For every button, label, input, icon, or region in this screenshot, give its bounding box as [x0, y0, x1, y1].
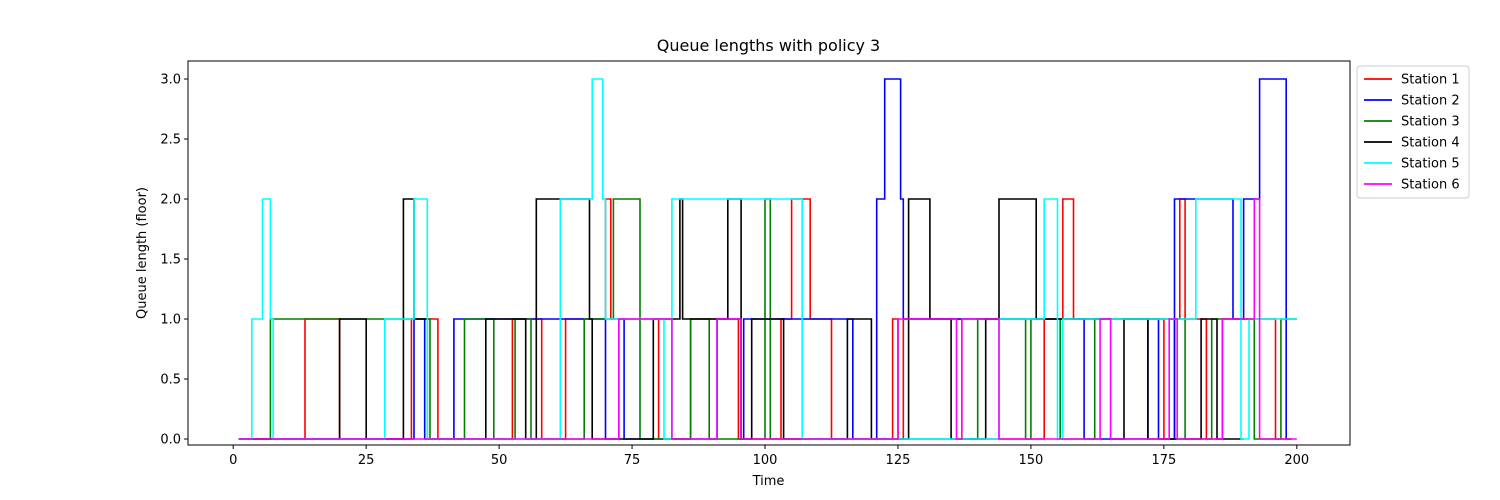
y-tick-label: 2.0: [160, 193, 181, 208]
y-tick-label: 0.0: [160, 433, 181, 448]
x-tick-label: 100: [753, 453, 778, 468]
legend-label-station-3: Station 3: [1401, 115, 1460, 130]
legend: Station 1 Station 2 Station 3 Station 4 Stat…: [1356, 65, 1470, 199]
x-tick-label: 200: [1284, 453, 1309, 468]
y-axis-title: Queue length (floor): [135, 187, 150, 319]
x-tick-label: 125: [886, 453, 911, 468]
legend-label-station-1: Station 1: [1401, 73, 1460, 88]
legend-box: [1356, 65, 1470, 199]
legend-label-station-2: Station 2: [1401, 94, 1460, 109]
x-tick-label: 50: [491, 453, 508, 468]
y-tick-label: 2.5: [160, 133, 181, 148]
y-tick-label: 0.5: [160, 373, 181, 388]
y-tick-label: 1.5: [160, 253, 181, 268]
y-tick-label: 1.0: [160, 313, 181, 328]
legend-label-station-6: Station 6: [1401, 178, 1460, 193]
x-axis-title: Time: [752, 474, 785, 489]
series-line-station-5: [238, 78, 1297, 440]
legend-label-station-4: Station 4: [1401, 136, 1460, 151]
x-tick-label: 0: [229, 453, 237, 468]
x-tick-label: 150: [1019, 453, 1044, 468]
series-line-station-3: [238, 198, 1297, 440]
legend-label-station-5: Station 5: [1401, 157, 1460, 172]
series-line-station-6: [238, 198, 1297, 440]
y-tick-label: 3.0: [160, 73, 181, 88]
chart-title: Queue lengths with policy 3: [657, 36, 880, 55]
plot-area: [238, 78, 1297, 440]
x-tick-label: 175: [1151, 453, 1176, 468]
x-tick-label: 25: [358, 453, 375, 468]
plot-frame: [187, 60, 1351, 446]
axes: 0 25 50 75 100 125 150 175 200 0.0 0.5 1.0 1.5 2.0 2.5…: [160, 60, 1351, 468]
x-tick-label: 75: [624, 453, 641, 468]
